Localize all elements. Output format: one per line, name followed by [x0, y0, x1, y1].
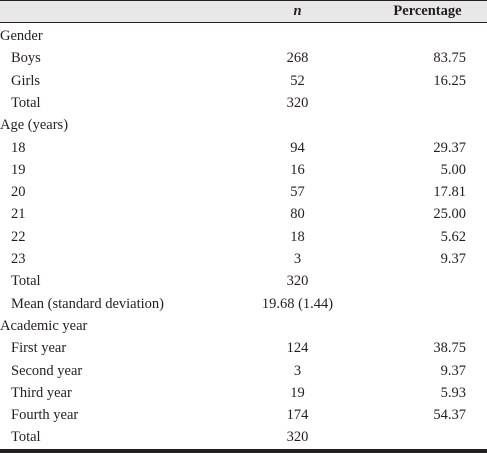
n-value: 19	[290, 384, 305, 401]
percentage-value: 38.75	[433, 340, 466, 357]
percentage-value: 9.37	[440, 251, 466, 267]
row-label: Boys	[11, 50, 41, 67]
percentage-value	[380, 293, 466, 315]
table-header: n Percentage	[0, 0, 487, 23]
row-label: 21	[11, 206, 26, 223]
row-label: First year	[11, 340, 67, 357]
row-label: Third year	[11, 384, 72, 401]
row-label: Total	[11, 94, 41, 111]
percentage-value: 25.00	[433, 206, 466, 223]
percentage-value: 5.62	[440, 228, 466, 245]
n-value	[220, 114, 375, 136]
table-row: Total 320	[0, 92, 487, 114]
row-label: Total	[11, 273, 41, 290]
row-label: 18	[11, 139, 26, 156]
table-row: 23 3 9.37	[0, 248, 487, 270]
n-value	[220, 315, 375, 337]
percentage-value	[380, 25, 466, 47]
percentage-value	[380, 426, 466, 448]
table-row: 19 16 5.00	[0, 159, 487, 181]
table-row: First year 124 38.75	[0, 337, 487, 359]
table-row: Girls 52 16.25	[0, 70, 487, 92]
bottom-rule	[0, 449, 487, 453]
section-row: Age (years)	[0, 114, 487, 136]
row-label: Fourth year	[11, 407, 79, 424]
header-percentage: Percentage	[393, 3, 462, 19]
section-row: Academic year	[0, 315, 487, 337]
n-value	[220, 25, 375, 47]
table-row: Fourth year 174 54.37	[0, 404, 487, 426]
table-row: Third year 19 5.93	[0, 382, 487, 404]
percentage-value: 17.81	[433, 184, 466, 201]
n-value: 124	[286, 340, 309, 357]
table-row: 22 18 5.62	[0, 226, 487, 248]
row-label: 19	[11, 161, 26, 178]
n-value: 320	[286, 273, 309, 290]
table-row: 20 57 17.81	[0, 181, 487, 203]
table-row: Second year 3 9.37	[0, 360, 487, 382]
percentage-value: 16.25	[433, 72, 466, 89]
percentage-value: 5.93	[440, 384, 466, 401]
table-row: 18 94 29.37	[0, 137, 487, 159]
percentage-value: 9.37	[440, 362, 466, 379]
table-row: Mean (standard deviation) 19.68 (1.44)	[0, 293, 487, 315]
table-row: 21 80 25.00	[0, 203, 487, 225]
n-value: 57	[290, 184, 305, 201]
n-value: 320	[286, 429, 309, 446]
table-row: Total 320	[0, 426, 487, 448]
n-value: 3	[293, 251, 302, 267]
section-label: Gender	[0, 28, 43, 44]
header-row: n Percentage	[0, 1, 487, 22]
n-value: 80	[290, 206, 305, 223]
n-value: 174	[286, 407, 309, 424]
section-label: Age (years)	[0, 117, 69, 134]
row-label: 22	[11, 228, 26, 245]
row-label: 23	[11, 251, 26, 267]
section-label: Academic year	[0, 317, 88, 334]
percentage-value	[380, 114, 466, 136]
n-value: 16	[290, 161, 305, 178]
percentage-value: 29.37	[433, 139, 466, 156]
section-row: Gender	[0, 25, 487, 47]
percentage-value	[380, 315, 466, 337]
n-value: 94	[290, 139, 305, 156]
n-value: 19.68 (1.44)	[261, 295, 334, 312]
n-value: 3	[293, 362, 302, 379]
row-label: Total	[11, 429, 41, 446]
table-row: Boys 268 83.75	[0, 47, 487, 69]
n-value: 268	[286, 50, 309, 67]
percentage-value: 5.00	[440, 161, 466, 178]
header-n: n	[293, 3, 302, 19]
percentage-value: 83.75	[433, 50, 466, 67]
n-value: 320	[286, 94, 309, 111]
percentage-value	[380, 270, 466, 292]
table-row: Total 320	[0, 270, 487, 292]
n-value: 18	[290, 228, 305, 245]
row-label: Mean (standard deviation)	[11, 295, 165, 312]
percentage-value	[380, 92, 466, 114]
row-label: 20	[11, 184, 26, 201]
row-label: Girls	[11, 72, 40, 89]
n-value: 52	[290, 72, 305, 89]
row-label: Second year	[11, 362, 83, 379]
percentage-value: 54.37	[433, 407, 466, 424]
